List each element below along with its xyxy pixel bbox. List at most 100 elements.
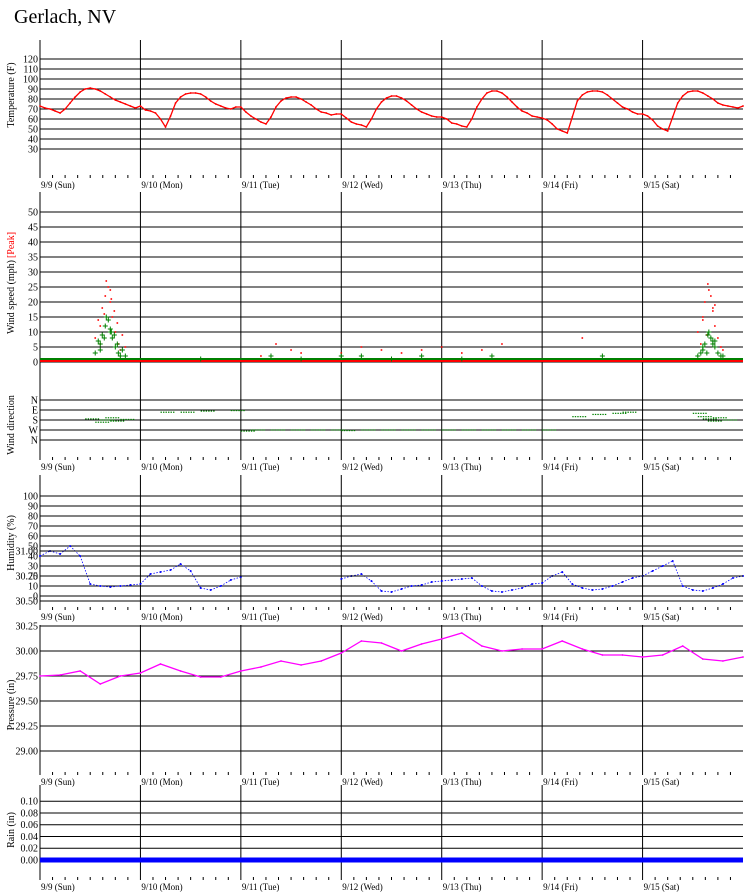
wind-direction-point <box>92 418 95 420</box>
pressure-series-point <box>722 660 724 662</box>
temperature-series-point <box>646 115 649 117</box>
wind-direction-point <box>722 419 725 421</box>
temperature-tick-label: 110 <box>23 65 38 76</box>
temperature-series-point <box>139 105 142 107</box>
wind-direction-point <box>165 411 167 413</box>
wind-direction-point <box>401 429 403 431</box>
humidity-day-label: 9/12 (Wed) <box>342 612 383 622</box>
wind-speed-point <box>119 347 125 353</box>
pressure-series-point <box>79 670 82 672</box>
wind-speed-point <box>599 353 605 359</box>
temperature-series-point <box>581 94 584 96</box>
wind-day-label: 9/14 (Fri) <box>543 462 578 472</box>
temperature-series-point <box>99 90 102 92</box>
humidity-segment <box>190 570 202 589</box>
wind-peak-point <box>104 295 107 297</box>
humidity-segment <box>642 570 653 577</box>
temperature-series-point <box>616 102 619 104</box>
temperature-series-point <box>400 97 403 99</box>
temperature-series-point <box>511 101 513 103</box>
temperature-series-point <box>79 91 82 93</box>
temperature-series-point <box>360 124 363 126</box>
wind-peak-point <box>714 304 716 306</box>
temperature-series-point <box>480 98 483 100</box>
humidity-day-label: 9/14 (Fri) <box>543 612 578 622</box>
humidity-segment <box>572 583 583 589</box>
temperature-series-point <box>375 108 378 110</box>
wind-direction-point <box>343 429 346 432</box>
humidity-segment <box>361 573 372 582</box>
wind-speed-point <box>108 329 114 335</box>
wind-peak-point <box>105 280 108 282</box>
rain-day-label: 9/15 (Sat) <box>644 882 680 892</box>
temperature-day-label: 9/15 (Sat) <box>644 180 680 190</box>
rain-tick-label: 0.00 <box>21 856 39 867</box>
temperature-series-point <box>335 113 338 115</box>
wind-direction-point <box>511 429 514 431</box>
wind-direction-point <box>200 410 203 412</box>
wind-direction-point <box>210 410 213 412</box>
wind-direction-point <box>411 429 413 431</box>
wind-speed-point <box>715 350 721 356</box>
pressure-series-point <box>561 640 564 642</box>
temperature-series-point <box>465 126 468 128</box>
pressure-series-point <box>400 650 403 652</box>
temperature-series-point <box>184 93 187 95</box>
wind-speed-point <box>101 335 107 341</box>
wind-direction-tick-label: S <box>32 416 38 427</box>
pressure-day-label: 9/14 (Fri) <box>543 777 578 787</box>
wind-speed-point <box>107 326 113 332</box>
wind-direction-point <box>602 413 604 416</box>
temperature-series-point <box>742 105 744 107</box>
wind-direction-point <box>692 412 695 414</box>
wind-direction-point <box>710 416 712 418</box>
wind-direction-point <box>501 429 504 431</box>
temperature-tick-label: 120 <box>23 55 38 66</box>
wind-direction-point <box>717 420 720 422</box>
humidity-tick-label: 20 <box>28 572 38 583</box>
wind-direction-point <box>348 429 351 432</box>
temperature-series-point <box>119 101 122 103</box>
pressure-day-label: 9/11 (Tue) <box>242 777 280 787</box>
wind-direction-point <box>107 421 110 423</box>
pressure-series-point <box>742 656 744 658</box>
wind-direction-point <box>296 429 298 431</box>
wind-tick-label: 40 <box>28 238 38 249</box>
wind-peak-point <box>380 349 383 351</box>
wind-peak-point <box>290 349 292 351</box>
pressure-tick-label: 29.75 <box>16 672 39 683</box>
temperature-series-point <box>686 91 689 93</box>
wind-tick-label: 15 <box>28 313 38 324</box>
wind-direction-point <box>617 412 619 414</box>
pressure-series-point <box>239 670 242 672</box>
temperature-series-point <box>737 107 739 109</box>
temperature-series-point <box>666 130 669 132</box>
wind-direction-point <box>102 421 105 423</box>
wind-direction-point <box>604 413 607 416</box>
wind-direction-point <box>710 418 712 420</box>
temperature-day-label: 9/12 (Wed) <box>342 180 383 190</box>
wind-peak-axis-label: [Peak] <box>6 232 17 258</box>
wind-peak-point <box>440 346 443 348</box>
wind-speed-point <box>698 350 704 356</box>
humidity-segment <box>521 583 533 589</box>
temperature-series-point <box>641 113 644 115</box>
temperature-series-point <box>250 115 252 117</box>
rain-day-label: 9/10 (Mon) <box>141 882 182 892</box>
temperature-tick-label: 100 <box>23 75 38 86</box>
wind-speed-point <box>720 353 726 359</box>
wind-direction-point <box>705 418 707 420</box>
wind-direction-point <box>132 418 135 421</box>
wind-direction-point <box>125 418 127 421</box>
wind-direction-point <box>579 416 582 418</box>
pressure-series-point <box>139 672 142 674</box>
wind-peak-point <box>113 310 116 312</box>
wind-direction-point <box>524 429 526 431</box>
temperature-series-point <box>134 107 137 109</box>
temperature-series-point <box>475 106 478 108</box>
wind-direction-point <box>549 429 552 431</box>
wind-tick-label: 20 <box>28 298 38 309</box>
temperature-series-point <box>711 98 714 100</box>
humidity-segment <box>39 550 51 557</box>
wind-direction-point <box>87 418 90 420</box>
